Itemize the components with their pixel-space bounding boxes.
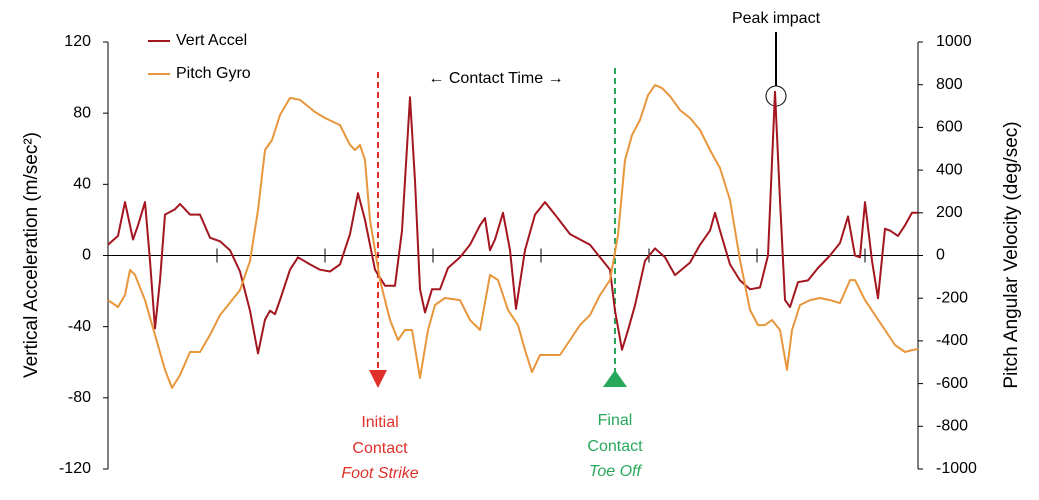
series-line	[107, 90, 918, 355]
annotation: Foot Strike	[341, 465, 418, 482]
y2-tick-label: 400	[936, 161, 963, 178]
annotation: Peak impact	[732, 10, 821, 27]
annotation: Contact	[352, 440, 408, 457]
y2-tick-label: 200	[936, 204, 963, 221]
legend-label: Pitch Gyro	[176, 65, 251, 82]
y-tick-label: -120	[59, 460, 91, 477]
initial-contact-arrow	[369, 370, 387, 388]
annotation: ← Contact Time →	[428, 70, 563, 87]
annotation: Contact	[587, 438, 643, 455]
y2-tick-label: -400	[936, 332, 968, 349]
y2-tick-label: 800	[936, 76, 963, 93]
legend-label: Vert Accel	[176, 32, 247, 49]
y2-tick-label: 1000	[936, 33, 972, 50]
y2-tick-label: -800	[936, 418, 968, 435]
y-tick-label: 0	[82, 247, 91, 264]
final-contact-arrow	[603, 370, 627, 387]
y2-axis-title: Pitch Angular Velocity (deg/sec)	[1001, 121, 1022, 388]
annotation: Toe Off	[589, 463, 642, 480]
y-tick-label: 40	[73, 176, 91, 193]
y-tick-label: 120	[64, 33, 91, 50]
y-tick-label: -80	[68, 389, 91, 406]
y2-tick-label: -200	[936, 289, 968, 306]
y2-tick-label: 0	[936, 247, 945, 264]
y2-tick-label: 600	[936, 119, 963, 136]
y-tick-label: 80	[73, 104, 91, 121]
y2-tick-label: -600	[936, 375, 968, 392]
annotation: Initial	[361, 414, 398, 431]
y-tick-label: -40	[68, 318, 91, 335]
annotation: Final	[598, 412, 633, 429]
series-line	[107, 84, 919, 389]
y2-tick-label: -1000	[936, 460, 977, 477]
y-axis-title: Vertical Acceleration (m/sec²)	[21, 132, 42, 378]
